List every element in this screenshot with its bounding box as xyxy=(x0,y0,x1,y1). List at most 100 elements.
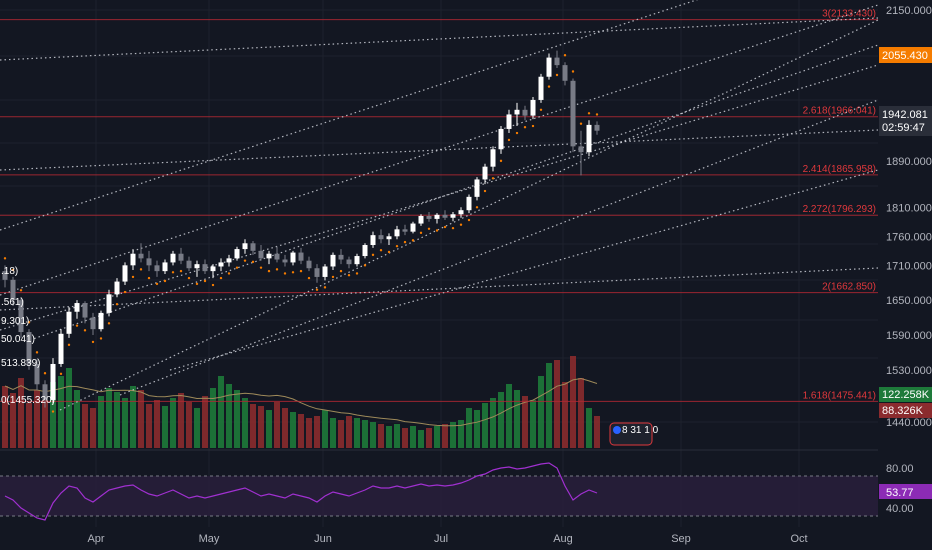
candle-body-54 xyxy=(434,214,440,219)
candle-body-49 xyxy=(394,229,400,237)
candle-body-48 xyxy=(386,236,392,240)
candle-body-67 xyxy=(538,76,544,100)
volume-bar-60 xyxy=(482,403,488,448)
sar-dot-28 xyxy=(227,272,231,275)
sar-dot-40 xyxy=(323,286,327,289)
flag-icon xyxy=(613,426,621,434)
volume-bar-0 xyxy=(2,386,8,448)
y-tick-3: 1810.000 xyxy=(886,202,932,214)
sar-dot-9 xyxy=(75,324,79,327)
volume-bar-26 xyxy=(210,388,216,448)
y-tick-4: 1760.000 xyxy=(886,231,932,243)
channel-line-7 xyxy=(169,169,879,371)
candle-body-68 xyxy=(546,57,552,77)
candle-body-62 xyxy=(498,128,504,150)
sar-dot-44 xyxy=(355,272,359,275)
volume-badge-a xyxy=(879,387,932,402)
candle-body-17 xyxy=(138,253,144,259)
candle-body-22 xyxy=(178,253,184,261)
sar-dot-18 xyxy=(147,276,151,280)
candle-body-0 xyxy=(2,271,8,280)
fib-levels: 3(2133.430) 2.618(1966.041) 2.414(1865.958… xyxy=(0,9,878,402)
left-label-3: 50.041) xyxy=(1,334,35,345)
sar-dot-51 xyxy=(411,239,415,242)
sar-dot-55 xyxy=(443,225,447,229)
left-label-1: .561) xyxy=(1,297,24,308)
x-tick-5: Sep xyxy=(671,533,691,545)
volume-badge-a-text: 122.258K xyxy=(882,389,930,401)
candle-body-4 xyxy=(34,363,40,385)
candle-body-15 xyxy=(122,265,128,282)
candle-body-51 xyxy=(410,223,416,232)
volume-bar-47 xyxy=(378,424,384,448)
last-price-badge xyxy=(879,47,932,63)
sar-dot-66 xyxy=(531,124,535,128)
x-tick-3: Jul xyxy=(434,533,448,545)
volume-bar-69 xyxy=(554,360,560,448)
candle-body-34 xyxy=(274,253,280,260)
sar-dot-25 xyxy=(203,279,207,283)
candle-body-3 xyxy=(26,332,32,364)
x-axis: Apr May Jun Jul Aug Sep Oct xyxy=(87,533,807,545)
sar-dot-67 xyxy=(539,108,543,112)
candle-body-52 xyxy=(418,216,424,224)
volume-bar-73 xyxy=(586,408,592,448)
volume-bar-18 xyxy=(146,404,152,448)
candle-body-13 xyxy=(106,294,112,313)
candle-body-18 xyxy=(146,258,152,266)
volume-bar-74 xyxy=(594,416,600,448)
candle-body-56 xyxy=(450,214,456,218)
sar-dot-34 xyxy=(275,268,279,271)
volume-badge-b-text: 88.326K xyxy=(882,405,924,417)
volume-bar-39 xyxy=(314,416,320,448)
candle-body-28 xyxy=(226,258,232,263)
left-label-4: 513.839) xyxy=(1,358,40,369)
y-tick-0: 2150.000 xyxy=(886,5,932,17)
sar-dot-15 xyxy=(123,290,127,294)
sar-dot-16 xyxy=(131,275,135,279)
volume-bar-65 xyxy=(522,396,528,448)
fib-label-0: 3(2133.430) xyxy=(822,9,876,20)
candle-body-73 xyxy=(586,124,592,153)
left-label-2: 9.301) xyxy=(1,316,29,327)
sar-dot-74 xyxy=(595,113,599,116)
volume-bar-28 xyxy=(226,384,232,448)
sar-dot-5 xyxy=(43,372,47,375)
volume-bar-61 xyxy=(490,398,496,448)
volume-bar-9 xyxy=(74,390,80,448)
volume-bar-2 xyxy=(18,378,24,448)
candle-body-66 xyxy=(530,99,536,116)
candle-body-24 xyxy=(194,264,200,269)
candle-body-32 xyxy=(258,250,264,259)
volume-bar-21 xyxy=(170,398,176,448)
sar-dot-31 xyxy=(251,260,255,264)
candle-body-33 xyxy=(266,253,272,259)
rsi-line xyxy=(4,462,598,521)
sar-dot-57 xyxy=(459,223,463,226)
left-label-5: 0(1455.320) xyxy=(1,395,55,406)
candle-body-21 xyxy=(170,253,176,263)
volume-bar-38 xyxy=(306,418,312,448)
candle-body-46 xyxy=(370,235,376,246)
candle-body-43 xyxy=(346,259,352,265)
sar-dot-11 xyxy=(91,340,95,344)
volume-bar-8 xyxy=(66,368,72,448)
volume-bar-7 xyxy=(58,376,64,448)
sar-dot-14 xyxy=(115,303,119,306)
volume-bar-13 xyxy=(106,388,112,448)
x-tick-0: Apr xyxy=(87,533,104,545)
event-marker[interactable]: 8 31 1 0 xyxy=(609,422,659,446)
candle-body-64 xyxy=(514,109,520,115)
volume-bar-32 xyxy=(258,406,264,448)
volume-bar-41 xyxy=(330,418,336,448)
y-tick-9: 1440.000 xyxy=(886,417,932,429)
candle-body-23 xyxy=(186,260,192,269)
volume-bar-46 xyxy=(370,422,376,448)
parabolic-sar xyxy=(3,54,599,413)
candle-body-35 xyxy=(282,259,288,263)
fib-label-4: 2(1662.850) xyxy=(822,282,876,293)
candles xyxy=(2,50,600,408)
price-badges: 2055.430 1942.081 02:59:47 122.258K 88.3… xyxy=(879,47,932,499)
sar-dot-43 xyxy=(347,273,351,277)
